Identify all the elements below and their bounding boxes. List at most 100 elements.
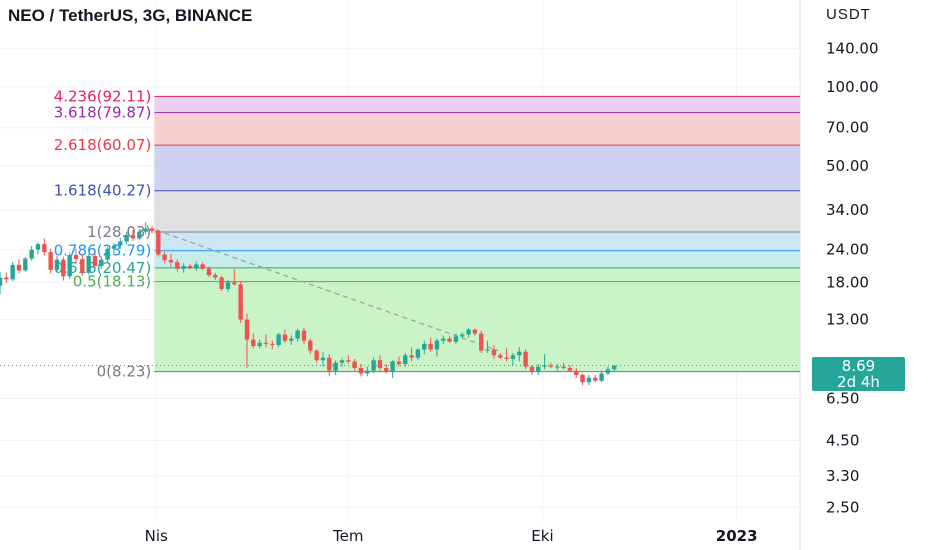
candle-body [574, 370, 579, 375]
candle [238, 281, 243, 324]
candle [219, 275, 224, 292]
candle-body [529, 366, 535, 373]
candle-body [168, 260, 174, 263]
candle [415, 348, 421, 361]
candle [441, 335, 446, 344]
candle-body [200, 264, 205, 269]
candle-body [225, 282, 231, 289]
candle [289, 335, 294, 345]
candle-body [156, 230, 161, 255]
fib-zone-0.618 [154, 250, 800, 268]
candle [561, 362, 566, 370]
candle-body [175, 262, 180, 269]
candle-body [377, 360, 383, 368]
price-tick-label: 70.00 [826, 119, 869, 137]
candle-body [244, 319, 250, 340]
candle [149, 225, 155, 234]
candle-body [612, 365, 617, 370]
candle-body [371, 360, 376, 371]
candle [282, 329, 288, 343]
candle [61, 256, 66, 281]
candle-body [29, 249, 34, 259]
candle [599, 370, 604, 383]
candle-body [390, 361, 395, 373]
candle [23, 257, 28, 272]
candle-body [320, 357, 326, 361]
candle-body [536, 366, 541, 373]
candle-body [282, 334, 288, 341]
candle [371, 357, 376, 374]
candle-body [0, 277, 3, 286]
candle-body [48, 252, 53, 270]
candle [555, 364, 560, 371]
fib-zone-1.618 [154, 145, 800, 191]
candle-body [194, 264, 199, 269]
candle [35, 242, 41, 255]
candle [225, 279, 231, 292]
fib-zones [154, 96, 800, 372]
candle-body [295, 330, 300, 339]
candle-body [472, 329, 478, 334]
fib-label-3.618: 3.618(79.87) [54, 104, 152, 122]
time-tick-label: Eki [531, 527, 553, 545]
candle-body [137, 231, 142, 239]
candle [16, 259, 22, 274]
candle-body [605, 369, 611, 374]
trend-line[interactable] [156, 229, 499, 352]
candle [181, 263, 186, 273]
last-price-badge: 8.69 2d 4h [812, 357, 905, 391]
price-axis[interactable]: 140.00 100.00 70.00 50.00 34.00 24.00 18.00 13.… [826, 40, 879, 517]
candle [447, 335, 452, 343]
fib-zone-3.618 [154, 96, 800, 113]
candle [485, 340, 490, 353]
candle-body [276, 334, 281, 345]
candle [320, 351, 326, 367]
candle-body [479, 333, 484, 351]
axis-currency: USDT [826, 6, 871, 23]
candle-body [213, 275, 218, 278]
candle [301, 327, 307, 344]
candle-body [251, 339, 256, 347]
candle-body [542, 365, 547, 367]
fib-zone-0.786 [154, 232, 800, 251]
candle [187, 263, 193, 270]
candle-body [232, 282, 237, 285]
candle-body [510, 355, 516, 359]
candle [593, 374, 598, 383]
candle [396, 356, 402, 367]
candle-body [403, 355, 408, 365]
candle [86, 254, 91, 275]
candle-body [447, 338, 452, 342]
candle [403, 352, 408, 367]
candle-body [16, 264, 22, 271]
candle-body [111, 245, 117, 249]
candle [295, 328, 300, 342]
candle [491, 344, 497, 359]
time-axis[interactable]: Nis Tem Eki 2023 [145, 527, 758, 545]
candle [80, 253, 85, 276]
candle-body [42, 244, 47, 253]
candle [504, 348, 509, 362]
candle [536, 364, 541, 375]
candle [542, 354, 547, 370]
candle-body [4, 277, 9, 280]
candle-body [434, 340, 440, 350]
candle-body [441, 338, 446, 341]
last-price-value: 8.69 [841, 357, 876, 375]
candle [453, 333, 459, 344]
candle-body [257, 342, 262, 347]
candle-body [99, 259, 104, 267]
candle [586, 374, 592, 386]
candle [460, 332, 465, 339]
candle [244, 313, 250, 368]
candle [213, 272, 218, 280]
candle-body [61, 259, 66, 277]
fib-zone-0.5 [154, 267, 800, 282]
candle [352, 358, 357, 371]
candle-body [504, 357, 509, 359]
candle [377, 355, 383, 371]
candle-body [263, 342, 269, 344]
price-tick-label: 18.00 [826, 273, 869, 291]
candle [605, 366, 611, 375]
